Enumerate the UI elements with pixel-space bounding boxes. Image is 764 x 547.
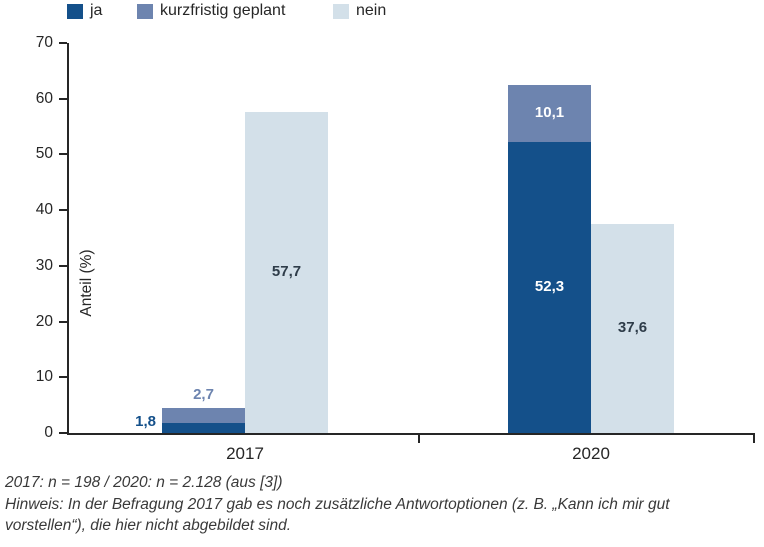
y-axis-tick-label: 40 (35, 201, 53, 219)
bar-value-label: 37,6 (617, 319, 648, 337)
y-axis-title: Anteil (%) (78, 249, 95, 317)
y-axis-tick-label: 60 (35, 89, 53, 107)
bar-segment-kurzfristig-geplant-2020 (508, 85, 591, 142)
x-axis-tick (753, 435, 755, 443)
y-axis-tick-label: 20 (35, 312, 53, 330)
bar-segment-ja-2020 (508, 141, 591, 433)
bar-value-label: 2,7 (193, 385, 214, 403)
y-axis-tick (59, 432, 67, 434)
x-axis-category-label: 2020 (572, 444, 610, 463)
legend-swatch-kurzfristig-geplant-icon (137, 3, 153, 19)
y-axis-tick-label: 0 (44, 424, 53, 441)
x-axis-category-label: 2017 (226, 444, 264, 463)
y-axis-tick (59, 42, 67, 44)
legend-item-nein: nein (333, 2, 386, 20)
bar-segment-kurzfristig-geplant-2017 (162, 407, 245, 423)
legend-label-ja: ja (90, 2, 103, 19)
bar-value-label: 57,7 (271, 263, 302, 281)
bar-nein-2020 (591, 223, 674, 433)
legend-item-ja: ja (67, 2, 102, 20)
y-axis-tick (59, 153, 67, 156)
legend-item-kurzfristig-geplant: kurzfristig geplant (137, 2, 285, 20)
bar-value-label: 52,3 (534, 278, 565, 296)
bar-value-label: 10,1 (534, 104, 565, 122)
y-axis-tick (59, 97, 67, 100)
y-axis-tick-label: 50 (35, 145, 53, 163)
bar-segment-ja-2017 (162, 422, 245, 433)
chart-legend: ja kurzfristig geplant nein (0, 0, 764, 24)
y-axis-tick-label: 10 (35, 368, 53, 386)
bar-nein-2017 (245, 111, 328, 433)
legend-label-kurzfristig-geplant: kurzfristig geplant (160, 2, 286, 19)
y-axis-tick (59, 376, 67, 379)
y-axis-tick-label: 30 (35, 256, 53, 274)
y-axis-tick (59, 209, 67, 212)
legend-label-nein: nein (356, 2, 387, 19)
footnote-hinweis-line-1: Hinweis: In der Befragung 2017 gab es no… (5, 495, 670, 513)
legend-swatch-nein-icon (333, 3, 349, 19)
y-axis-tick (59, 320, 67, 323)
plot-area: Anteil (%) 0 10 20 30 40 50 60 70 1,8 2,7 57,7 2017… (36, 34, 755, 463)
x-axis-tick (418, 435, 420, 443)
footnote-hinweis-line-2: vorstellen“), die hier nicht abgebildet … (5, 517, 292, 534)
bar-value-label: 1,8 (135, 413, 156, 430)
y-axis-tick (59, 264, 67, 267)
y-axis-tick-label: 70 (35, 34, 53, 51)
legend-swatch-ja-icon (67, 3, 83, 19)
figure-footnote: 2017: n = 198 / 2020: n = 2.128 (aus [3]… (5, 472, 757, 537)
footnote-sample-sizes: 2017: n = 198 / 2020: n = 2.128 (aus [3]… (5, 474, 283, 491)
